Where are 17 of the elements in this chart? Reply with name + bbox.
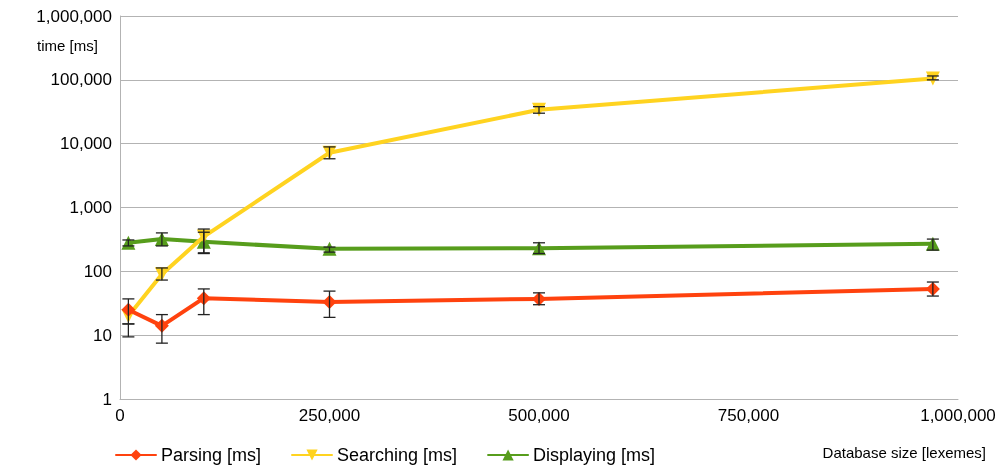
legend-label: Parsing [ms] <box>161 445 262 465</box>
y-tick-label: 100,000 <box>50 70 112 90</box>
x-tick-label: 750,000 <box>717 406 780 425</box>
y-tick-label: 10,000 <box>60 134 112 154</box>
y-tick-label: 1,000,000 <box>36 6 112 26</box>
x-axis-title: Database size [lexemes] <box>822 444 987 461</box>
x-tick-label: 250,000 <box>298 406 361 425</box>
y-tick-label: 10 <box>93 325 112 345</box>
legend-label: Displaying [ms] <box>533 445 656 465</box>
x-tick-label: 0 <box>115 406 125 425</box>
x-tick-label: 1,000,000 <box>920 406 996 425</box>
y-tick-label: 100 <box>83 261 112 281</box>
y-tick-label: 1,000 <box>69 198 112 217</box>
y-axis-title: time [ms] <box>37 37 98 54</box>
x-tick-label: 500,000 <box>508 406 570 425</box>
legend-label: Searching [ms] <box>337 445 458 465</box>
y-tick-label: 1 <box>102 389 112 409</box>
